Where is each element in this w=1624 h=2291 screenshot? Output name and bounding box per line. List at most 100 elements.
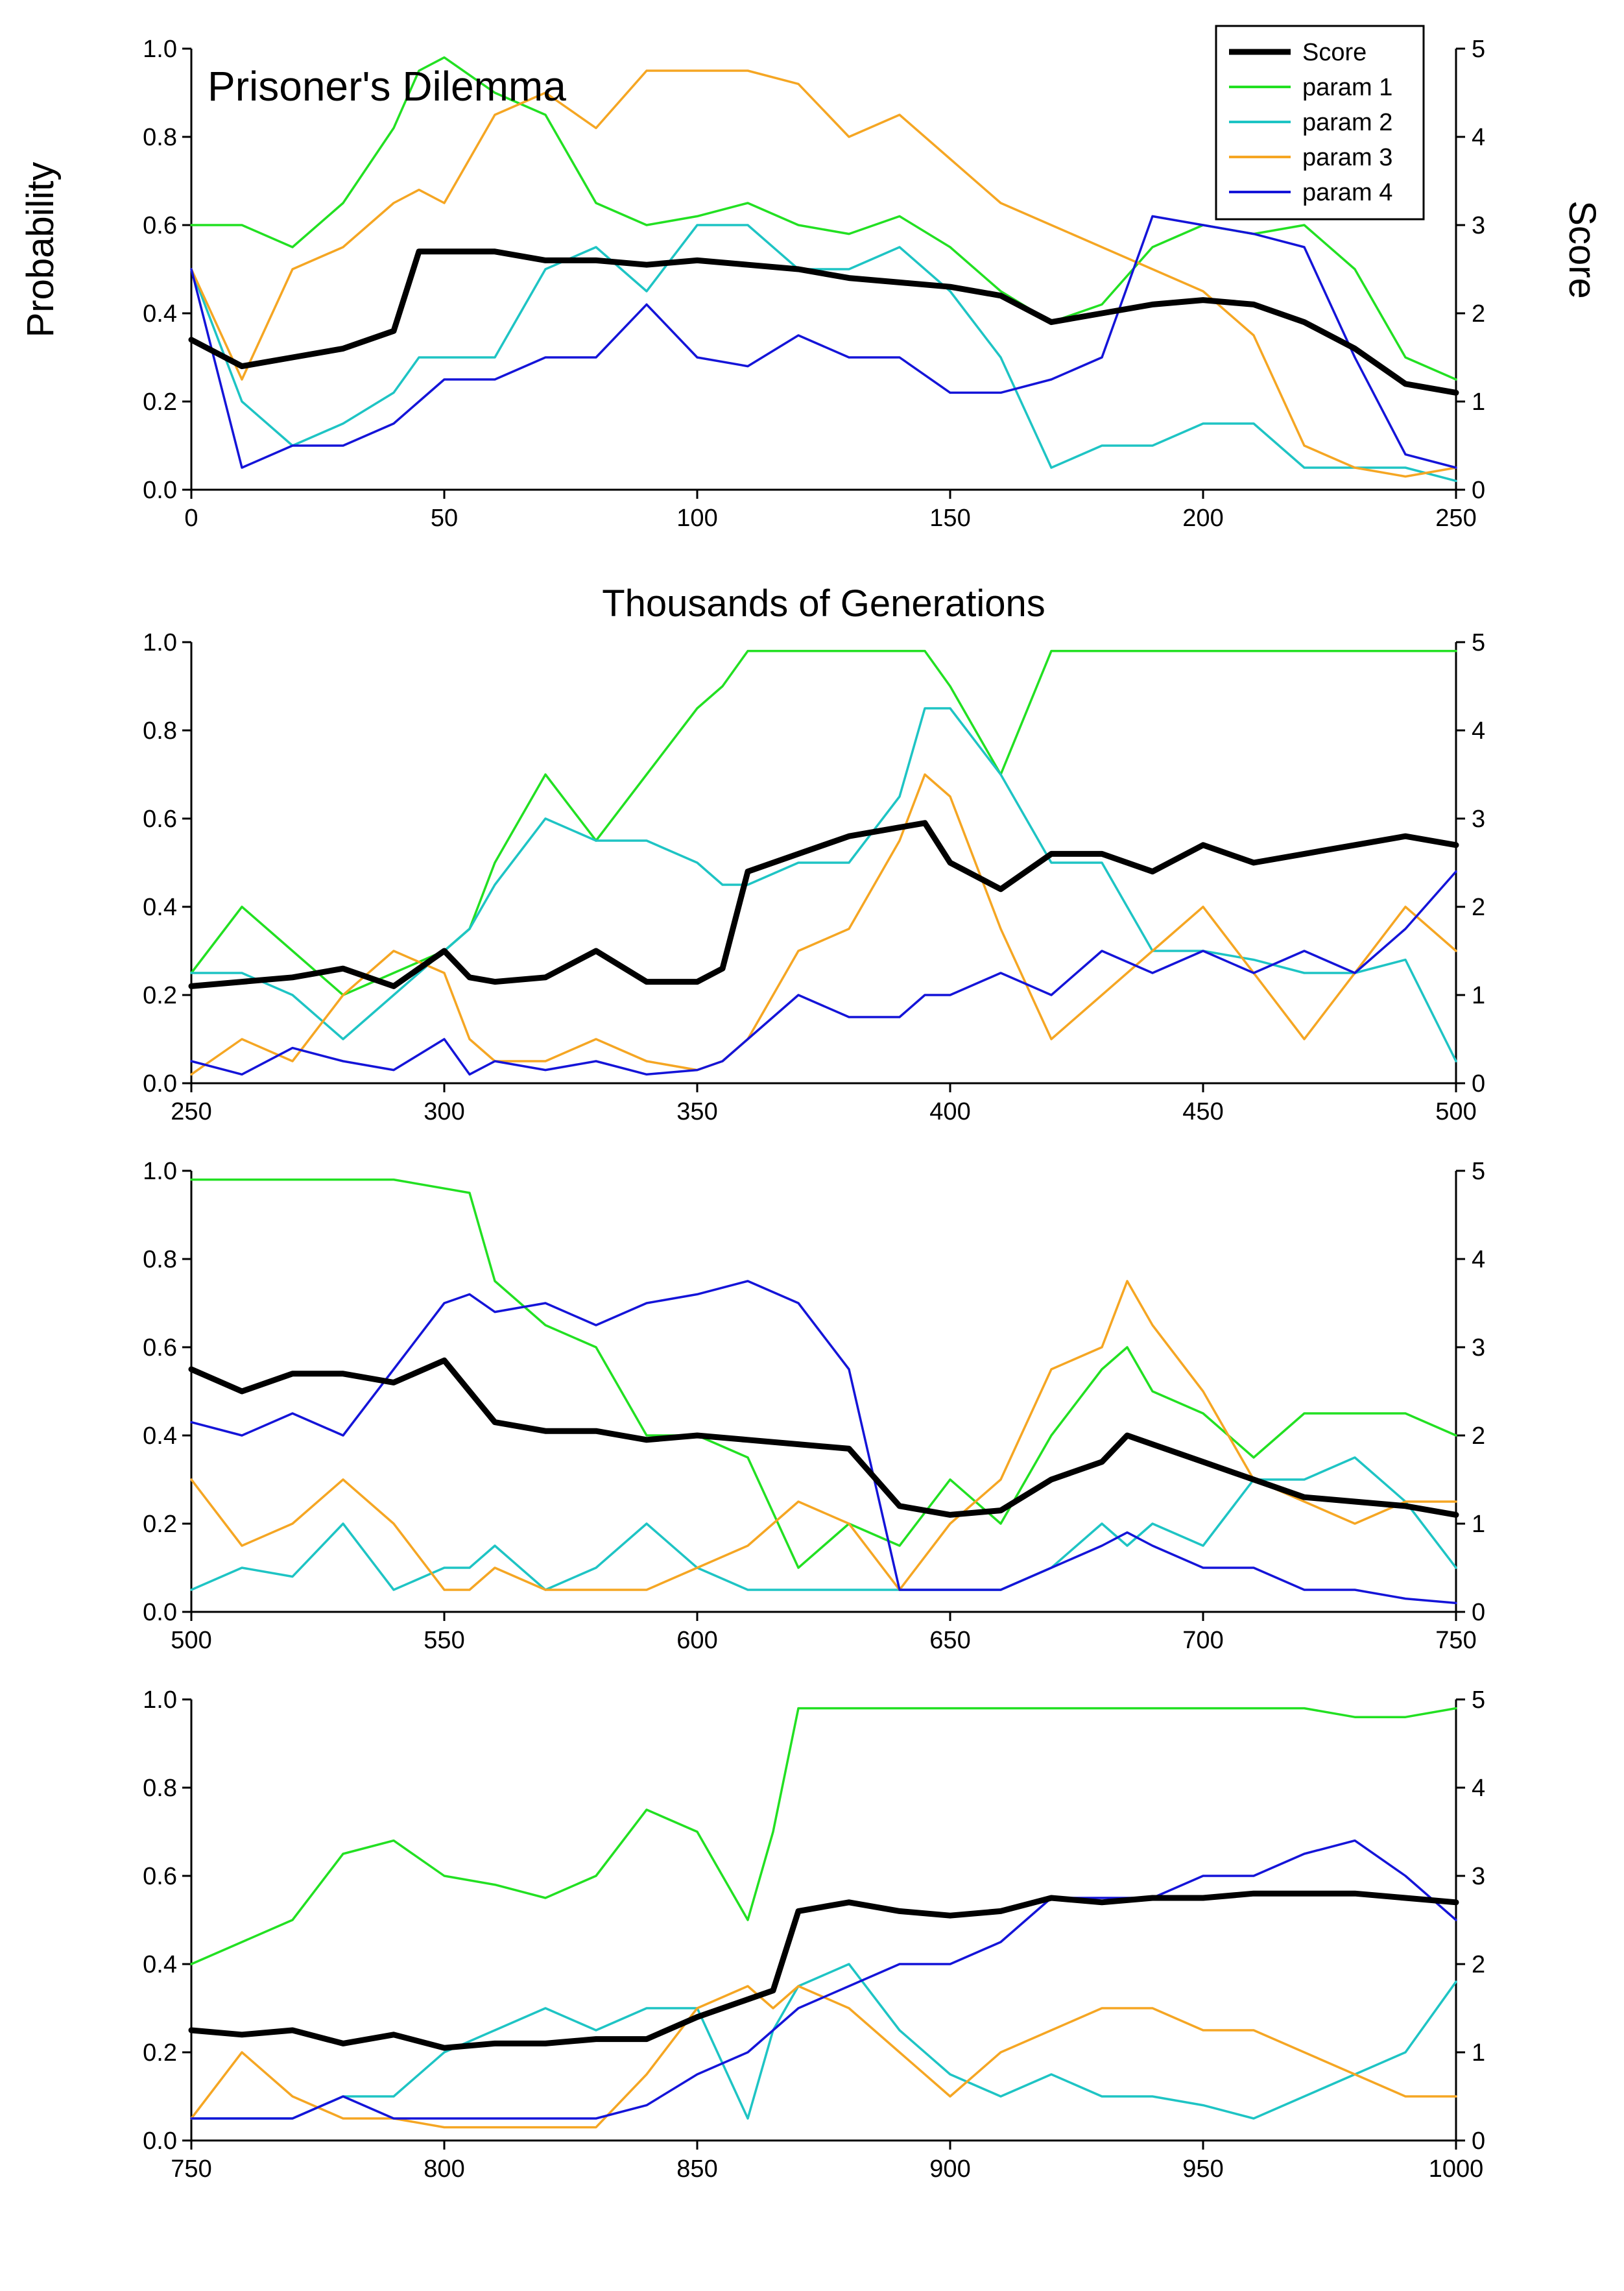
series-line-param-3	[190, 1985, 1457, 2129]
y-tick-label-right: 4	[1472, 1246, 1485, 1273]
series-line-param-3	[190, 69, 1457, 478]
y-tick-label-left: 0.6	[143, 1863, 177, 1890]
y-tick-label-left: 0.2	[143, 389, 177, 416]
x-axis-title: Thousands of Generations	[602, 582, 1045, 625]
series-line-param-2	[190, 707, 1457, 1062]
y-tick-label-right: 2	[1472, 300, 1485, 328]
y-tick-label-left: 0.0	[143, 1070, 177, 1098]
legend-label: param 3	[1302, 144, 1392, 171]
legend-label: Score	[1302, 39, 1367, 66]
series-line-param-2	[190, 224, 1457, 483]
series-line-param-4	[190, 1839, 1457, 2120]
series-line-score	[188, 1357, 1459, 1518]
y-tick-label-right: 5	[1472, 1686, 1485, 1714]
legend-label: param 1	[1302, 74, 1392, 101]
legend-label: param 4	[1302, 179, 1392, 206]
y-tick-label-left: 0.4	[143, 1422, 177, 1450]
x-tick-label: 650	[929, 1627, 970, 1654]
x-tick-label: 150	[929, 505, 970, 532]
x-tick-label: 700	[1182, 1627, 1223, 1654]
y-tick-label-right: 3	[1472, 1334, 1485, 1361]
x-tick-label: 300	[424, 1098, 464, 1125]
y-tick-label-right: 3	[1472, 806, 1485, 833]
series-line-param-2	[190, 1456, 1457, 1591]
series-line-param-4	[190, 1280, 1457, 1605]
y-tick-label-right: 1	[1472, 982, 1485, 1009]
series-line-param-2	[190, 1963, 1457, 2120]
series-line-param-1	[190, 1178, 1457, 1569]
y-tick-label-left: 0.4	[143, 894, 177, 921]
y-tick-label-left: 0.8	[143, 717, 177, 745]
annotation-title: Prisoner's Dilemma	[208, 63, 566, 110]
y-tick-label-left: 0.2	[143, 982, 177, 1009]
x-tick-label: 900	[929, 2155, 970, 2183]
series-line-param-3	[190, 1280, 1457, 1591]
y-tick-label-left: 0.8	[143, 1246, 177, 1273]
x-tick-label: 550	[424, 1627, 464, 1654]
x-tick-label: 850	[676, 2155, 717, 2183]
y-tick-label-left: 0.0	[143, 1599, 177, 1626]
y-axis-title-left: Probability	[19, 162, 62, 338]
y-tick-label-left: 0.0	[143, 477, 177, 504]
y-tick-label-left: 0.2	[143, 2039, 177, 2067]
series-line-param-3	[190, 773, 1457, 1076]
y-tick-label-left: 1.0	[143, 629, 177, 656]
y-tick-label-right: 4	[1472, 124, 1485, 151]
y-tick-label-right: 3	[1472, 1863, 1485, 1890]
legend-label: param 2	[1302, 109, 1392, 136]
x-tick-label: 500	[171, 1627, 211, 1654]
x-tick-label: 0	[184, 505, 198, 532]
legend-box	[1215, 25, 1425, 221]
y-tick-label-right: 2	[1472, 1951, 1485, 1978]
x-tick-label: 200	[1182, 505, 1223, 532]
y-tick-label-right: 5	[1472, 629, 1485, 656]
x-tick-label: 350	[676, 1098, 717, 1125]
panel-3: 0.0 0.2 0.4 0.6 0.8 1.0 0 1 2 3 4 5 500 550 600 650 700 7…	[143, 1158, 1485, 1654]
series-line-param-1	[190, 649, 1457, 996]
y-tick-label-left: 0.6	[143, 1334, 177, 1361]
y-tick-label-right: 0	[1472, 2128, 1485, 2155]
y-tick-label-right: 2	[1472, 894, 1485, 921]
x-tick-label: 750	[171, 2155, 211, 2183]
x-tick-label: 950	[1182, 2155, 1223, 2183]
x-tick-label: 450	[1182, 1098, 1223, 1125]
series-line-score	[188, 1890, 1459, 2051]
y-tick-label-left: 0.8	[143, 124, 177, 151]
y-tick-label-left: 0.2	[143, 1511, 177, 1538]
x-tick-label: 1000	[1429, 2155, 1484, 2183]
y-tick-label-right: 5	[1472, 36, 1485, 63]
y-tick-label-left: 0.6	[143, 806, 177, 833]
panel-4: 0.0 0.2 0.4 0.6 0.8 1.0 0 1 2 3 4 5 750 800 850 900 950 1…	[143, 1686, 1485, 2183]
x-tick-label: 800	[424, 2155, 464, 2183]
series-line-param-1	[190, 1707, 1457, 1965]
y-tick-label-left: 1.0	[143, 1158, 177, 1185]
y-tick-label-right: 5	[1472, 1158, 1485, 1185]
y-tick-label-left: 0.6	[143, 212, 177, 239]
y-tick-label-left: 1.0	[143, 1686, 177, 1714]
x-tick-label: 100	[676, 505, 717, 532]
series-line-param-4	[190, 215, 1457, 469]
y-tick-label-left: 0.4	[143, 300, 177, 328]
y-tick-label-right: 4	[1472, 1775, 1485, 1802]
legend-items: Score param 1 param 2 param 3 param 4	[1229, 39, 1392, 206]
x-tick-label: 500	[1435, 1098, 1476, 1125]
series-line-score	[188, 248, 1459, 396]
y-tick-label-right: 0	[1472, 1070, 1485, 1098]
y-tick-label-right: 4	[1472, 717, 1485, 745]
x-tick-label: 750	[1435, 1627, 1476, 1654]
y-tick-label-left: 0.4	[143, 1951, 177, 1978]
legend: Score param 1 param 2 param 3 param 4	[1215, 25, 1425, 221]
y-tick-label-left: 0.8	[143, 1775, 177, 1802]
x-tick-label: 400	[929, 1098, 970, 1125]
x-tick-label: 250	[1435, 505, 1476, 532]
series-line-score	[188, 820, 1459, 989]
y-tick-label-right: 2	[1472, 1422, 1485, 1450]
x-tick-label: 50	[431, 505, 458, 532]
x-tick-label: 600	[676, 1627, 717, 1654]
y-tick-label-left: 0.0	[143, 2128, 177, 2155]
y-tick-label-right: 1	[1472, 2039, 1485, 2067]
y-tick-label-right: 1	[1472, 1511, 1485, 1538]
